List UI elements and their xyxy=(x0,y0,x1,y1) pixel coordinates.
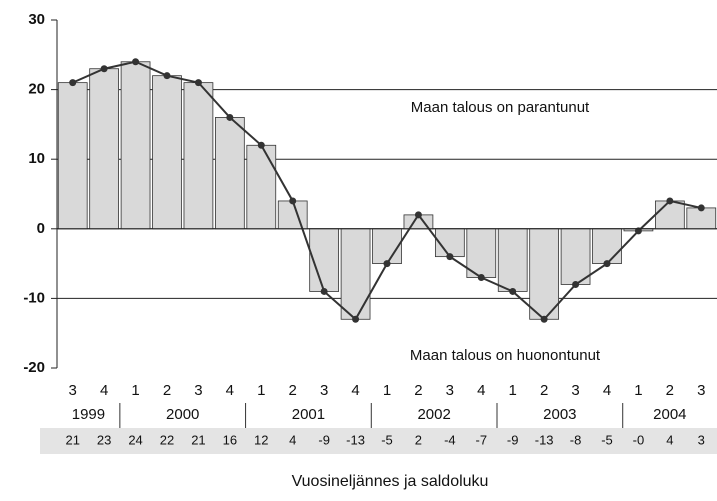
trend-point xyxy=(226,113,234,121)
value-label: 21 xyxy=(191,432,205,447)
quarter-label: 3 xyxy=(571,382,579,399)
bar xyxy=(89,68,120,230)
trend-point xyxy=(257,141,265,149)
trend-point xyxy=(352,315,360,323)
value-label: -13 xyxy=(535,432,554,447)
trend-point xyxy=(194,79,202,87)
quarter-label: 4 xyxy=(351,382,359,399)
bar xyxy=(277,200,308,230)
quarter-label: 2 xyxy=(163,382,171,399)
quarter-label: 3 xyxy=(697,382,705,399)
trend-point xyxy=(477,274,485,282)
trend-point xyxy=(509,287,517,295)
quarter-label: 1 xyxy=(634,382,642,399)
quarter-label: 1 xyxy=(131,382,139,399)
bar xyxy=(529,228,560,320)
quarter-label: 4 xyxy=(477,382,485,399)
y-tick-label: -10 xyxy=(23,289,45,306)
trend-point xyxy=(603,260,611,268)
value-label: -13 xyxy=(346,432,365,447)
trend-point xyxy=(69,79,77,87)
year-label: 2003 xyxy=(543,406,576,423)
quarter-label: 4 xyxy=(226,382,234,399)
y-tick-label: 30 xyxy=(28,11,45,28)
value-label: 12 xyxy=(254,432,268,447)
value-row-band xyxy=(40,428,717,454)
trend-point xyxy=(572,280,580,288)
trend-point xyxy=(446,253,454,261)
bar xyxy=(246,144,277,230)
trend-point xyxy=(414,211,422,219)
value-label: 22 xyxy=(160,432,174,447)
value-label: 23 xyxy=(97,432,111,447)
value-label: -5 xyxy=(381,432,393,447)
quarter-label: 3 xyxy=(320,382,328,399)
bar xyxy=(466,228,497,278)
trend-point xyxy=(666,197,674,205)
trend-point xyxy=(163,72,171,80)
quarter-label: 2 xyxy=(414,382,422,399)
quarter-label: 1 xyxy=(509,382,517,399)
value-label: 4 xyxy=(289,432,296,447)
value-label: 3 xyxy=(698,432,705,447)
bar xyxy=(497,228,528,292)
year-label: 1999 xyxy=(72,406,105,423)
bar xyxy=(57,82,88,230)
quarter-label: 3 xyxy=(446,382,454,399)
quarter-label: 3 xyxy=(69,382,77,399)
trend-point xyxy=(697,204,705,212)
year-label: 2001 xyxy=(292,406,325,423)
bar xyxy=(183,82,214,230)
value-label: 2 xyxy=(415,432,422,447)
quarter-label: 4 xyxy=(603,382,611,399)
trend-point xyxy=(289,197,297,205)
y-tick-label: 0 xyxy=(37,220,45,237)
value-label: -5 xyxy=(601,432,613,447)
bar xyxy=(592,228,622,265)
bar xyxy=(120,61,151,230)
year-label: 2002 xyxy=(417,406,450,423)
value-label: 21 xyxy=(65,432,79,447)
bar xyxy=(152,75,182,230)
year-label: 2000 xyxy=(166,406,199,423)
bar xyxy=(309,228,339,292)
bar xyxy=(560,228,591,285)
value-label: -7 xyxy=(476,432,488,447)
quarter-label: 4 xyxy=(100,382,108,399)
quarter-label: 3 xyxy=(194,382,202,399)
value-label: -9 xyxy=(507,432,519,447)
value-label: 16 xyxy=(223,432,237,447)
value-label: -8 xyxy=(570,432,582,447)
trend-point xyxy=(132,58,140,66)
quarter-label: 1 xyxy=(257,382,265,399)
y-tick-label: -20 xyxy=(23,359,45,376)
value-label: -9 xyxy=(318,432,330,447)
value-label: -4 xyxy=(444,432,456,447)
year-label: 2004 xyxy=(653,406,686,423)
annotation: Maan talous on parantunut xyxy=(411,99,590,116)
quarter-label: 2 xyxy=(540,382,548,399)
trend-point xyxy=(320,287,328,295)
y-tick-label: 20 xyxy=(28,81,45,98)
quarter-label: 2 xyxy=(666,382,674,399)
bar xyxy=(655,200,685,230)
annotation: Maan talous on huonontunut xyxy=(410,347,601,364)
quarter-label: 2 xyxy=(289,382,297,399)
trend-point xyxy=(100,65,108,73)
trend-point xyxy=(383,260,391,268)
value-label: 4 xyxy=(666,432,673,447)
value-label: -0 xyxy=(633,432,645,447)
x-axis-title: Vuosineljännes ja saldoluku xyxy=(292,473,489,490)
value-label: 24 xyxy=(128,432,142,447)
bar xyxy=(340,228,371,320)
bar xyxy=(372,228,402,265)
bar xyxy=(214,117,245,230)
quarter-label: 1 xyxy=(383,382,391,399)
trend-point xyxy=(540,315,548,323)
y-tick-label: 10 xyxy=(28,150,45,167)
